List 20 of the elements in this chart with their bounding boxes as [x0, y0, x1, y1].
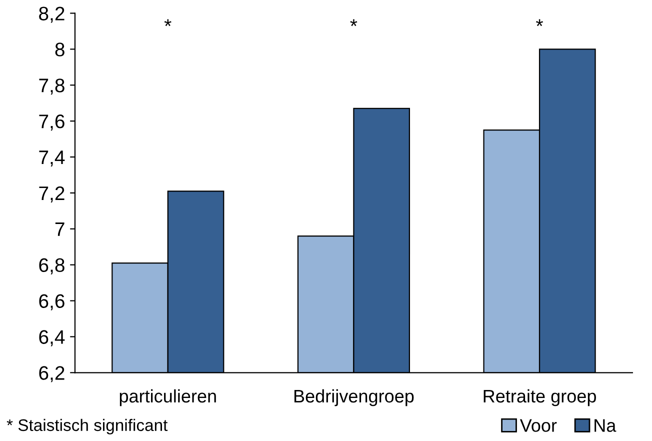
y-tick-label: 8: [55, 42, 64, 56]
legend-label: Na: [594, 419, 616, 432]
legend-label: Voor: [520, 419, 557, 432]
x-tick-label: Bedrijvengroep: [294, 389, 414, 406]
y-tick-label: 7,4: [39, 150, 65, 167]
y-tick-label: 8,2: [39, 6, 64, 23]
y-tick-label: 6,2: [39, 366, 64, 382]
y-tick-label: 7,2: [39, 186, 64, 202]
annotation: *: [164, 19, 172, 26]
annotation: *: [350, 19, 358, 26]
annotation: *: [536, 19, 544, 26]
y-tick-label: 7,6: [39, 114, 64, 131]
y-tick-label: 7: [55, 222, 64, 236]
x-tick-label: Retraite groep: [484, 389, 596, 406]
y-tick-label: 7,8: [39, 78, 64, 95]
y-tick-label: 6,8: [39, 258, 64, 274]
x-tick-label: particulieren: [120, 389, 216, 406]
y-tick-label: 6,6: [39, 294, 64, 310]
y-tick-label: 6,4: [39, 330, 65, 346]
text: * Staistisch significant: [6, 418, 168, 434]
